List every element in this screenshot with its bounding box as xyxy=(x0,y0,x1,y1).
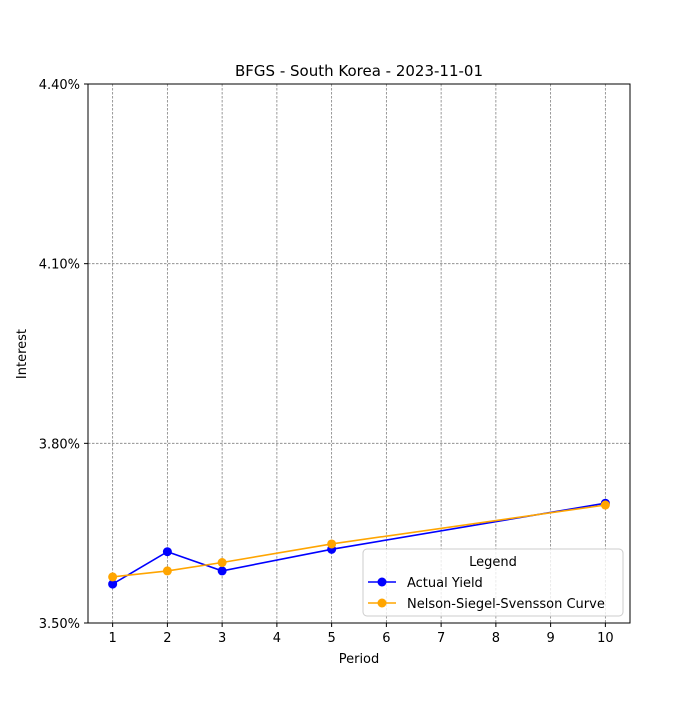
series xyxy=(108,498,610,589)
data-point-nss-curve xyxy=(217,558,227,568)
y-axis-label: Interest xyxy=(15,329,30,379)
x-axis-label: Period xyxy=(339,652,380,667)
x-tick-label: 4 xyxy=(273,631,281,646)
x-tick-label: 9 xyxy=(546,631,554,646)
y-tick-label: 4.40% xyxy=(39,78,80,93)
x-tick-label: 8 xyxy=(492,631,500,646)
data-point-actual-yield xyxy=(162,547,172,557)
legend-label-nss-curve: Nelson-Siegel-Svensson Curve xyxy=(407,597,605,612)
legend-title: Legend xyxy=(469,555,517,570)
chart-title: BFGS - South Korea - 2023-11-01 xyxy=(235,62,483,80)
y-tick-label: 3.50% xyxy=(39,617,80,632)
axis-ticks: 1 2 3 4 5 6 7 8 9 10 3.50% 3.80% 4.10% 4.40% xyxy=(39,78,614,646)
x-tick-label: 1 xyxy=(108,631,116,646)
legend-marker-actual-yield xyxy=(377,577,387,587)
x-tick-label: 7 xyxy=(437,631,445,646)
data-point-nss-curve xyxy=(108,572,118,582)
y-tick-label: 4.10% xyxy=(39,258,80,273)
x-tick-label: 3 xyxy=(218,631,226,646)
data-point-actual-yield xyxy=(108,579,118,589)
x-tick-label: 6 xyxy=(382,631,390,646)
legend-box xyxy=(362,548,624,617)
data-point-nss-curve xyxy=(600,500,610,510)
x-tick-label: 5 xyxy=(327,631,335,646)
x-tick-label: 10 xyxy=(597,631,614,646)
data-point-actual-yield xyxy=(217,566,227,576)
plot-frame xyxy=(87,83,631,624)
y-tick-label: 3.80% xyxy=(39,437,80,452)
legend: Legend Actual Yield Nelson-Siegel-Svenss… xyxy=(362,548,624,617)
legend-label-actual-yield: Actual Yield xyxy=(407,576,483,591)
data-point-nss-curve xyxy=(162,566,172,576)
data-point-nss-curve xyxy=(327,539,337,549)
legend-marker-nss-curve xyxy=(377,598,387,608)
x-tick-label: 2 xyxy=(163,631,171,646)
